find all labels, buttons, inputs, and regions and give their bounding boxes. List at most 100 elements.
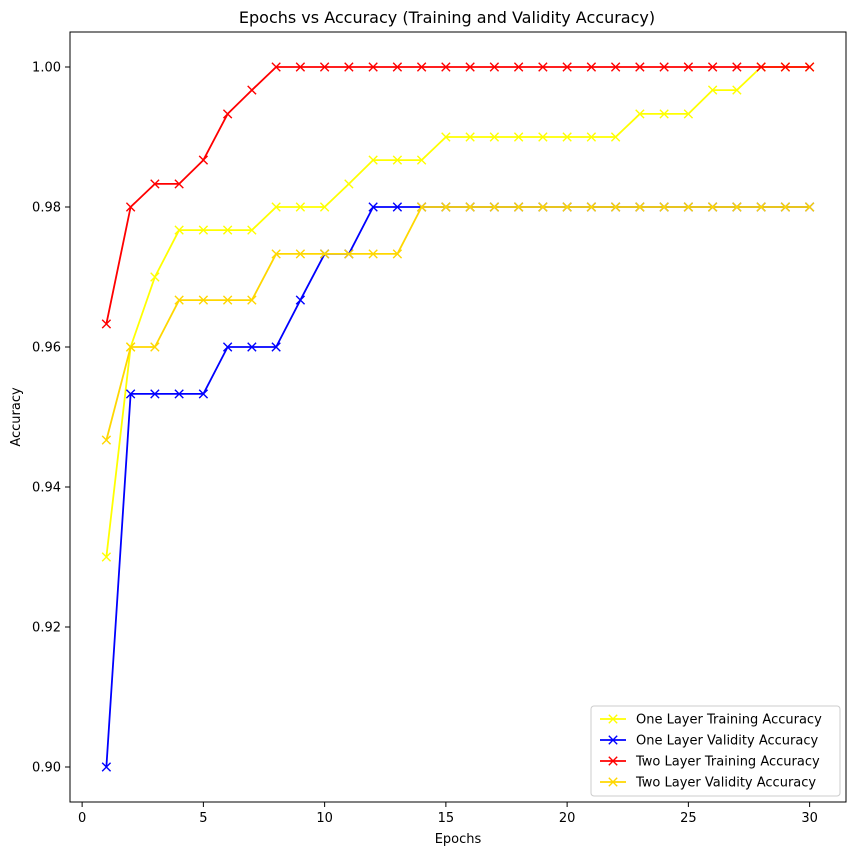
data-point	[489, 62, 500, 72]
data-point	[562, 202, 572, 212]
data-point	[150, 272, 160, 282]
data-point	[174, 179, 184, 189]
data-point	[732, 85, 742, 95]
data-point	[344, 179, 354, 189]
legend-label: One Layer Training Accuracy	[636, 713, 822, 728]
data-point	[465, 202, 475, 212]
data-point	[586, 62, 597, 72]
data-point	[368, 249, 378, 259]
data-point	[659, 202, 669, 212]
data-point	[756, 202, 766, 212]
data-point	[295, 295, 306, 305]
data-point	[150, 389, 160, 399]
legend-box	[590, 705, 841, 797]
data-point	[392, 155, 403, 165]
data-point	[610, 132, 621, 142]
data-point	[368, 62, 378, 72]
data-point	[125, 202, 136, 212]
data-point	[610, 202, 621, 212]
data-point	[392, 202, 403, 212]
data-point	[344, 249, 354, 259]
data-point	[392, 62, 403, 72]
data-point	[659, 109, 669, 119]
y-tick-label: 0.96	[32, 341, 61, 356]
data-point	[732, 202, 742, 212]
data-point	[465, 132, 475, 142]
data-point	[608, 714, 618, 724]
data-point	[635, 109, 645, 119]
plot-area	[101, 62, 815, 772]
data-point	[489, 132, 500, 142]
data-point	[465, 62, 475, 72]
axes: 0 5 10 15 20 25 30 0.90 0.92 0.94 0.96 0.98 1.00	[32, 61, 818, 827]
y-axis-title: Accuracy	[9, 387, 24, 447]
data-point	[610, 62, 621, 72]
data-point	[608, 756, 618, 766]
data-point	[489, 202, 500, 212]
data-point	[392, 249, 403, 259]
legend: One Layer Training Accuracy One Layer Val…	[590, 705, 841, 797]
data-point	[222, 109, 233, 119]
legend-label: One Layer Validity Accuracy	[636, 734, 818, 749]
data-point	[247, 342, 257, 352]
data-point	[683, 62, 694, 72]
series-4	[101, 202, 815, 445]
data-point	[247, 85, 257, 95]
data-point	[368, 155, 378, 165]
data-point	[101, 435, 112, 445]
legend-label: Two Layer Validity Accuracy	[635, 776, 816, 791]
x-tick-label: 15	[438, 811, 455, 826]
data-point	[271, 342, 281, 352]
data-point	[635, 62, 645, 72]
data-point	[538, 202, 548, 212]
data-point	[683, 202, 694, 212]
data-point	[804, 202, 815, 212]
y-tick-label: 0.94	[32, 481, 61, 496]
data-point	[707, 202, 718, 212]
data-point	[416, 62, 427, 72]
data-point	[441, 62, 451, 72]
data-point	[174, 225, 184, 235]
x-tick-label: 20	[559, 811, 576, 826]
legend-item: One Layer Training Accuracy	[600, 713, 822, 728]
data-point	[198, 155, 209, 165]
data-point	[222, 342, 233, 352]
data-point	[150, 179, 160, 189]
y-tick-label: 0.90	[32, 761, 61, 776]
series-line	[105, 206, 810, 441]
data-point	[804, 62, 815, 72]
x-tick-label: 10	[316, 811, 333, 826]
data-point	[101, 319, 112, 329]
data-point	[101, 552, 112, 562]
data-point	[562, 132, 572, 142]
data-point	[319, 202, 330, 212]
data-point	[271, 249, 281, 259]
plot-frame	[69, 31, 847, 803]
data-point	[150, 342, 160, 352]
data-point	[732, 62, 742, 72]
data-point	[586, 132, 597, 142]
data-point	[780, 202, 791, 212]
data-point	[562, 62, 572, 72]
data-point	[441, 202, 451, 212]
data-point	[441, 132, 451, 142]
x-tick-label: 25	[680, 811, 697, 826]
data-point	[635, 202, 645, 212]
x-tick-label: 0	[78, 811, 86, 826]
data-point	[247, 295, 257, 305]
data-point	[271, 202, 281, 212]
data-point	[683, 109, 694, 119]
data-point	[608, 777, 618, 787]
y-tick-label: 1.00	[32, 61, 61, 76]
data-point	[538, 132, 548, 142]
data-point	[707, 62, 718, 72]
legend-item: Two Layer Validity Accuracy	[600, 776, 816, 791]
data-point	[513, 202, 524, 212]
data-point	[659, 62, 669, 72]
series-3	[101, 62, 815, 329]
data-point	[538, 62, 548, 72]
data-point	[222, 225, 233, 235]
x-tick-label: 5	[199, 811, 207, 826]
data-point	[198, 389, 209, 399]
